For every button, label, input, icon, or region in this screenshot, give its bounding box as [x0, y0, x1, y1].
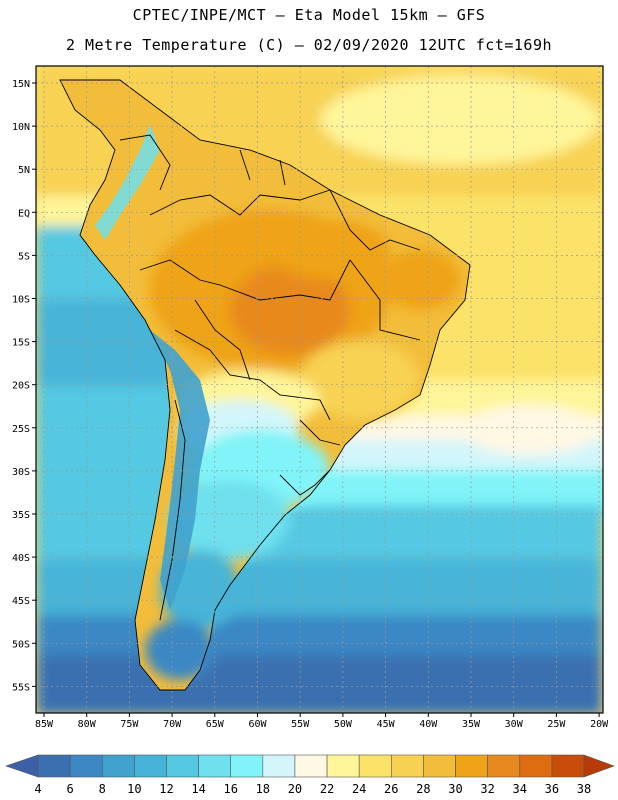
lon-label: 35W — [462, 719, 481, 730]
colorbar-swatch — [359, 755, 391, 777]
colorbar-swatch — [295, 755, 327, 777]
lat-label: 15N — [12, 79, 30, 90]
lon-label: 70W — [163, 719, 182, 730]
longitude-labels: 85W 80W 75W 70W 65W 60W 55W 50W 45W 40W 35W 30W 25W 2… — [35, 713, 609, 730]
colorbar-swatch — [520, 755, 552, 777]
lat-label: 5N — [18, 165, 30, 176]
lat-label: 50S — [12, 639, 30, 650]
lat-label: EQ — [18, 208, 30, 219]
colorbar-label: 32 — [480, 782, 494, 796]
colorbar-label: 22 — [320, 782, 334, 796]
lat-label: 10S — [12, 295, 30, 306]
colorbar-label: 34 — [513, 782, 527, 796]
lat-label: 10N — [12, 122, 30, 133]
colorbar-label: 28 — [416, 782, 430, 796]
colorbar-swatch — [102, 755, 134, 777]
colorbar-swatch — [391, 755, 423, 777]
lat-label: 35S — [12, 510, 30, 521]
lon-label: 50W — [334, 719, 353, 730]
lon-label: 20W — [590, 719, 609, 730]
lat-label: 40S — [12, 553, 30, 564]
colorbar-label: 8 — [99, 782, 106, 796]
colorbar-label: 18 — [256, 782, 270, 796]
colorbar-swatch — [166, 755, 198, 777]
colorbar-label: 14 — [191, 782, 205, 796]
lon-label: 55W — [291, 719, 310, 730]
colorbar-swatch — [552, 755, 584, 777]
temperature-map: 15N 10N 5N EQ 5S 10S 15S 20S 25S 30S 35S 40S 45S 50S 5… — [0, 0, 618, 800]
lon-label: 85W — [35, 719, 54, 730]
lon-label: 30W — [505, 719, 524, 730]
colorbar-label: 10 — [127, 782, 141, 796]
colorbar-swatch — [488, 755, 520, 777]
temperature-field — [36, 66, 610, 715]
colorbar-label: 36 — [545, 782, 559, 796]
colorbar-swatch — [423, 755, 455, 777]
lat-label: 25S — [12, 424, 30, 435]
lon-label: 40W — [419, 719, 438, 730]
colorbar-label: 30 — [448, 782, 462, 796]
colorbar-swatch — [231, 755, 263, 777]
colorbar-label: 38 — [577, 782, 591, 796]
colorbar-label: 16 — [223, 782, 237, 796]
lat-label: 30S — [12, 467, 30, 478]
colorbar-swatch — [38, 755, 70, 777]
lon-label: 65W — [206, 719, 225, 730]
colorbar-low-arrow — [6, 755, 38, 777]
lon-label: 25W — [547, 719, 566, 730]
lat-label: 55S — [12, 682, 30, 693]
colorbar-label: 12 — [159, 782, 173, 796]
lon-label: 60W — [248, 719, 267, 730]
colorbar-label: 20 — [288, 782, 302, 796]
colorbar-swatch — [456, 755, 488, 777]
colorbar-label: 24 — [352, 782, 366, 796]
lon-label: 80W — [78, 719, 97, 730]
colorbar-label: 4 — [34, 782, 41, 796]
lon-label: 75W — [120, 719, 139, 730]
lat-label: 15S — [12, 338, 30, 349]
colorbar-label: 26 — [384, 782, 398, 796]
colorbar — [6, 755, 614, 777]
latitude-labels: 15N 10N 5N EQ 5S 10S 15S 20S 25S 30S 35S 40S 45S 50S 5… — [12, 79, 36, 693]
lat-label: 45S — [12, 596, 30, 607]
colorbar-swatch — [134, 755, 166, 777]
colorbar-swatch — [199, 755, 231, 777]
colorbar-swatch — [70, 755, 102, 777]
colorbar-label: 6 — [66, 782, 73, 796]
colorbar-swatch — [327, 755, 359, 777]
lat-label: 5S — [18, 251, 30, 262]
colorbar-swatch — [263, 755, 295, 777]
colorbar-high-arrow — [584, 755, 614, 777]
lat-label: 20S — [12, 381, 30, 392]
lon-label: 45W — [377, 719, 396, 730]
